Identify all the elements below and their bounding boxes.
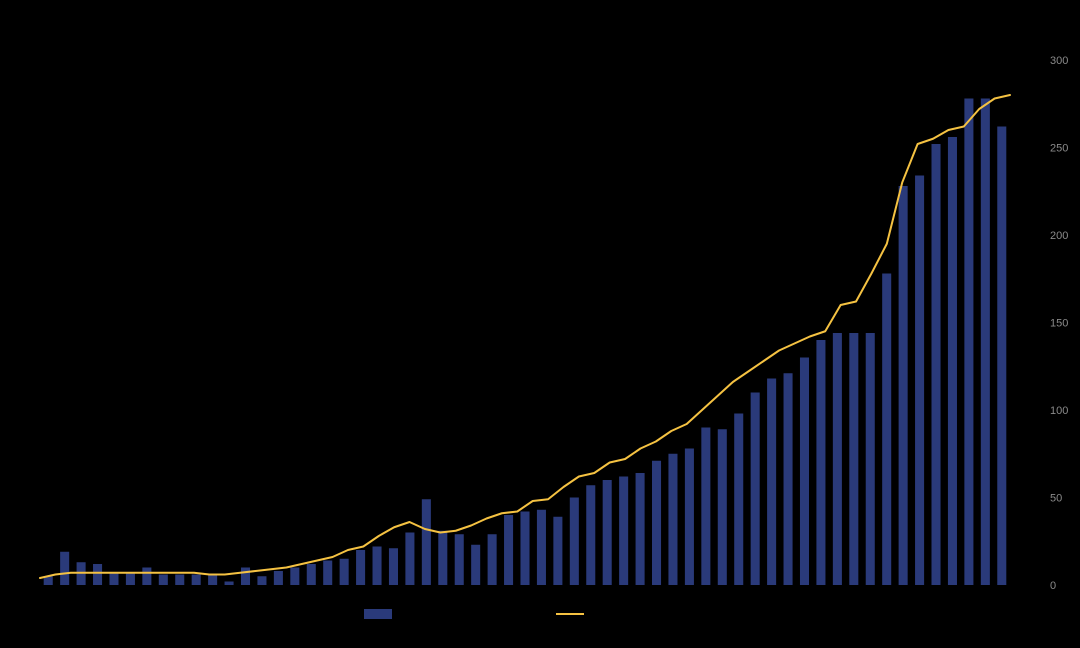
bar [307, 564, 316, 585]
bar [866, 333, 875, 585]
bar [109, 573, 118, 585]
bar [142, 568, 151, 586]
bar [833, 333, 842, 585]
bar [800, 358, 809, 586]
bar [603, 480, 612, 585]
bar [126, 573, 135, 585]
bar [356, 550, 365, 585]
bar [455, 534, 464, 585]
bar [192, 575, 201, 586]
bar [915, 176, 924, 586]
bar [159, 575, 168, 586]
y-tick-label: 50 [1050, 493, 1062, 505]
bar [225, 582, 234, 586]
bar [816, 340, 825, 585]
y-tick-label: 200 [1050, 230, 1068, 242]
bar [636, 473, 645, 585]
bar [734, 414, 743, 586]
bar [60, 552, 69, 585]
bar [520, 512, 529, 586]
bar [274, 571, 283, 585]
y-tick-label: 250 [1050, 143, 1068, 155]
bar [537, 510, 546, 585]
bar [668, 454, 677, 585]
bar [553, 517, 562, 585]
bar [767, 379, 776, 586]
bar [685, 449, 694, 586]
bar [570, 498, 579, 586]
bar [257, 576, 266, 585]
bar [208, 575, 217, 586]
bar [964, 99, 973, 586]
bar [93, 564, 102, 585]
bar [438, 531, 447, 585]
legend-bar-swatch [364, 609, 392, 619]
bar [997, 127, 1006, 586]
bar [931, 144, 940, 585]
bar [882, 274, 891, 586]
bar [340, 559, 349, 585]
bar [701, 428, 710, 586]
bar [899, 186, 908, 585]
bar [373, 547, 382, 586]
y-tick-label: 0 [1050, 580, 1056, 592]
y-tick-label: 100 [1050, 405, 1068, 417]
combo-chart: 0 50 100 150 200 250 300 [0, 0, 1080, 648]
bar [405, 533, 414, 586]
bar [471, 545, 480, 585]
bar [389, 548, 398, 585]
bar [751, 393, 760, 586]
bar [652, 461, 661, 585]
bar [981, 99, 990, 586]
chart-container: 0 50 100 150 200 250 300 [0, 0, 1080, 648]
bar [504, 515, 513, 585]
bar [948, 137, 957, 585]
bar [241, 568, 250, 586]
bar [323, 561, 332, 586]
bar [290, 568, 299, 586]
bar [784, 373, 793, 585]
bar [849, 333, 858, 585]
bar [175, 575, 184, 586]
bar [619, 477, 628, 586]
bar [718, 429, 727, 585]
bar [488, 534, 497, 585]
bar [422, 499, 431, 585]
y-tick-label: 150 [1050, 318, 1068, 330]
y-tick-label: 300 [1050, 55, 1068, 67]
bar [586, 485, 595, 585]
